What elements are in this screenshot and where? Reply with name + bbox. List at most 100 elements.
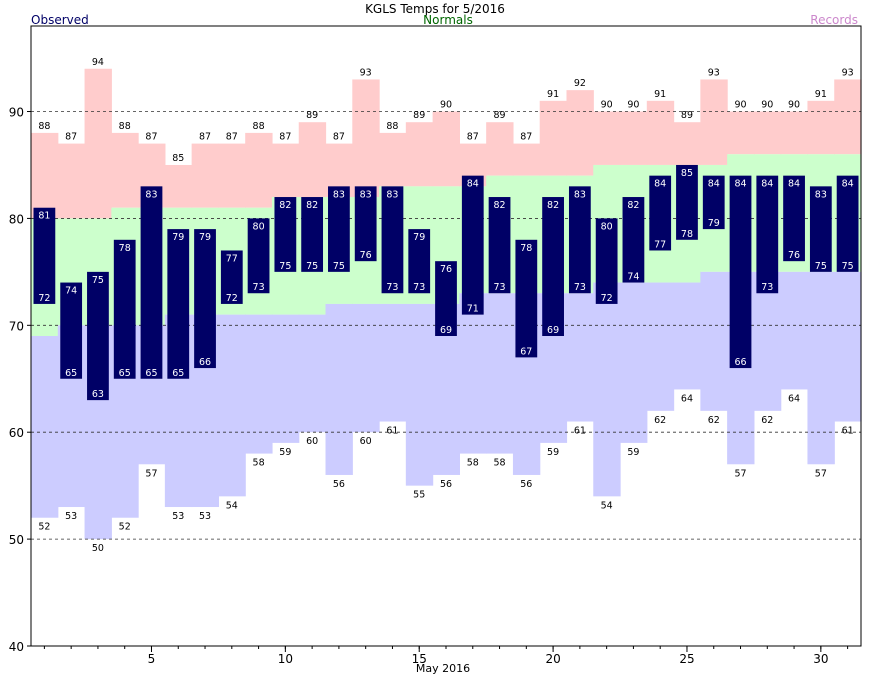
record-low-band-day-23 xyxy=(620,282,648,443)
observed-bar-day-14 xyxy=(381,186,404,294)
record-low-band-day-24 xyxy=(646,282,675,411)
record-low-label-day-5: 57 xyxy=(145,468,157,479)
observed-bar-day-29 xyxy=(783,175,805,262)
observed-low-label-day-21: 73 xyxy=(574,282,586,293)
observed-bar-day-2 xyxy=(60,282,83,379)
observed-high-label-day-7: 79 xyxy=(199,232,211,243)
x-tick-label-30: 30 xyxy=(813,652,828,666)
observed-bar-day-21 xyxy=(568,186,591,294)
observed-low-label-day-12: 75 xyxy=(333,261,345,272)
x-tick-label-20: 20 xyxy=(545,652,560,666)
record-low-label-day-13: 60 xyxy=(360,436,372,447)
observed-low-label-day-22: 72 xyxy=(601,293,613,304)
record-low-band-day-11 xyxy=(298,314,327,433)
observed-low-label-day-17: 71 xyxy=(467,304,479,315)
record-high-label-day-14: 88 xyxy=(386,121,398,132)
record-high-label-day-25: 89 xyxy=(681,110,693,121)
record-low-band-day-22 xyxy=(593,282,621,497)
record-high-label-day-20: 91 xyxy=(547,89,559,100)
y-tick-label-70: 70 xyxy=(9,319,24,333)
record-low-band-day-29 xyxy=(780,271,809,390)
observed-high-label-day-5: 83 xyxy=(145,189,157,200)
record-low-label-day-15: 55 xyxy=(413,490,425,501)
record-high-band-day-15 xyxy=(405,122,434,187)
observed-bar-day-27 xyxy=(729,175,752,369)
record-high-label-day-8: 87 xyxy=(226,132,238,143)
record-low-label-day-14: 61 xyxy=(386,426,398,437)
observed-high-label-day-25: 85 xyxy=(681,168,693,179)
axes-layer: 40 50 60 70 80 90 5 10 15 20 25 30 xyxy=(9,106,849,666)
observed-high-label-day-28: 84 xyxy=(761,179,773,190)
record-high-label-day-4: 88 xyxy=(119,121,131,132)
record-low-band-day-21 xyxy=(566,293,594,422)
record-low-label-day-3: 50 xyxy=(92,543,104,554)
observed-low-label-day-2: 65 xyxy=(65,368,77,379)
observed-bar-day-15 xyxy=(408,229,431,294)
record-low-band-day-12 xyxy=(325,303,353,475)
record-low-band-day-8 xyxy=(218,314,246,497)
observed-bar-day-18 xyxy=(488,197,511,294)
record-high-band-day-10 xyxy=(271,143,300,198)
record-high-label-day-23: 90 xyxy=(627,100,639,111)
observed-bar-day-25 xyxy=(676,164,698,240)
observed-low-label-day-8: 72 xyxy=(226,293,238,304)
observed-low-label-day-15: 73 xyxy=(413,282,425,293)
observed-bar-day-17 xyxy=(461,175,484,315)
observed-low-label-day-31: 75 xyxy=(842,261,854,272)
record-low-band-day-10 xyxy=(271,314,300,443)
record-high-band-day-9 xyxy=(245,132,273,208)
record-high-label-day-29: 90 xyxy=(788,100,800,111)
record-low-band-day-30 xyxy=(807,271,835,465)
record-high-band-day-22 xyxy=(593,111,621,165)
record-low-label-day-17: 58 xyxy=(467,458,479,469)
observed-high-label-day-10: 82 xyxy=(279,200,291,211)
x-tick-label-10: 10 xyxy=(278,652,293,666)
observed-low-label-day-26: 79 xyxy=(708,218,720,229)
observed-low-label-day-11: 75 xyxy=(306,261,318,272)
record-high-band-day-20 xyxy=(539,100,568,176)
record-low-label-day-29: 64 xyxy=(788,393,800,404)
record-low-label-day-19: 56 xyxy=(520,479,532,490)
observed-bar-day-26 xyxy=(702,175,725,230)
record-low-label-day-2: 53 xyxy=(65,511,77,522)
record-high-label-day-24: 91 xyxy=(654,89,666,100)
record-low-label-day-7: 53 xyxy=(199,511,211,522)
observed-low-label-day-6: 65 xyxy=(172,368,184,379)
record-high-band-day-31 xyxy=(834,79,862,155)
record-low-label-day-4: 52 xyxy=(119,522,131,533)
observed-low-label-day-25: 78 xyxy=(681,229,693,240)
record-high-label-day-11: 89 xyxy=(306,110,318,121)
record-high-band-day-30 xyxy=(807,100,835,155)
observed-bar-day-19 xyxy=(515,239,538,358)
observed-bar-day-5 xyxy=(140,186,163,379)
record-high-band-day-18 xyxy=(486,122,514,176)
observed-low-label-day-19: 67 xyxy=(520,346,532,357)
record-low-label-day-27: 57 xyxy=(734,468,746,479)
record-high-band-day-6 xyxy=(164,164,193,208)
record-high-band-day-11 xyxy=(298,122,327,198)
observed-low-label-day-7: 66 xyxy=(199,357,211,368)
observed-low-label-day-1: 72 xyxy=(38,293,50,304)
observed-bar-day-12 xyxy=(328,186,350,272)
observed-high-label-day-31: 84 xyxy=(842,179,854,190)
observed-low-label-day-27: 66 xyxy=(734,357,746,368)
record-low-label-day-28: 62 xyxy=(761,415,773,426)
record-high-label-day-7: 87 xyxy=(199,132,211,143)
observed-high-label-day-12: 83 xyxy=(333,189,345,200)
record-high-band-day-27 xyxy=(727,111,755,155)
observed-low-label-day-18: 73 xyxy=(494,282,506,293)
x-tick-label-5: 5 xyxy=(148,652,156,666)
observed-high-label-day-30: 83 xyxy=(815,189,827,200)
record-low-label-day-31: 61 xyxy=(842,426,854,437)
observed-low-label-day-10: 75 xyxy=(279,261,291,272)
record-low-label-day-25: 64 xyxy=(681,393,693,404)
record-low-label-day-1: 52 xyxy=(38,522,50,533)
record-high-label-day-16: 90 xyxy=(440,100,452,111)
legend-normals: Normals xyxy=(423,13,473,27)
record-high-band-day-1 xyxy=(31,132,59,219)
record-low-band-day-15 xyxy=(405,303,434,486)
observed-bar-day-11 xyxy=(301,197,324,272)
observed-bar-day-3 xyxy=(87,271,109,401)
record-high-band-day-25 xyxy=(673,122,701,165)
